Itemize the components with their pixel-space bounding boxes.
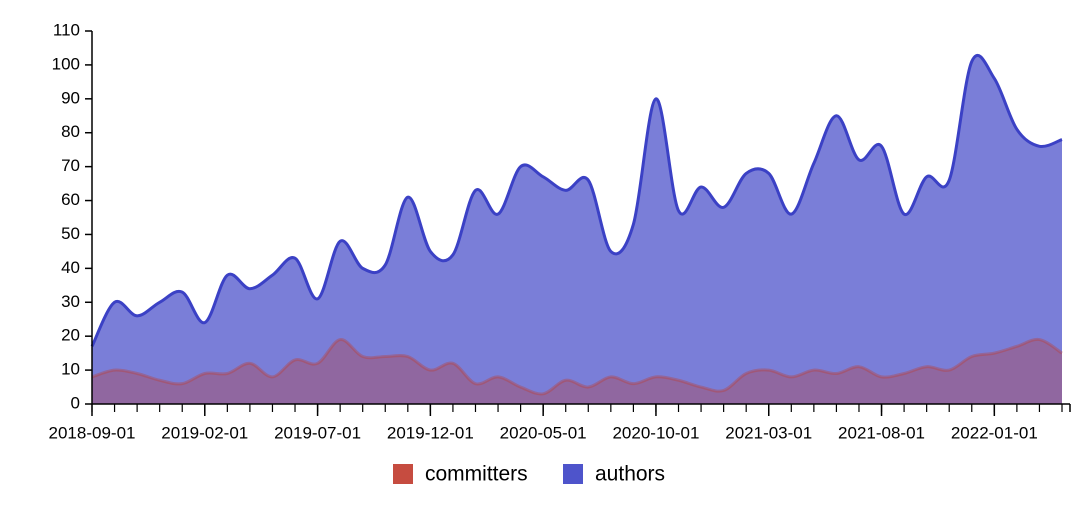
x-tick-label: 2020-10-01 — [612, 423, 699, 442]
y-tick-label: 110 — [53, 20, 80, 39]
legend-swatch — [563, 464, 583, 484]
legend: committers authors — [393, 463, 665, 486]
area — [92, 55, 1062, 405]
y-tick-label: 70 — [61, 156, 80, 175]
x-tick-label: 2021-03-01 — [725, 423, 812, 442]
x-tick-label: 2019-07-01 — [274, 423, 361, 442]
y-tick-label: 100 — [52, 54, 80, 73]
y-tick-label: 40 — [61, 258, 80, 277]
legend-swatch — [393, 464, 413, 484]
legend-label: committers — [425, 463, 528, 486]
line — [91, 337, 1063, 396]
x-tick-label: 2020-05-01 — [500, 423, 587, 442]
y-tick-label: 90 — [61, 88, 80, 107]
y-tick-label: 10 — [61, 360, 80, 379]
legend-label: authors — [595, 463, 665, 486]
x-tick-label: 2019-12-01 — [387, 423, 474, 442]
x-tick-label: 2019-02-01 — [161, 423, 248, 442]
y-tick-label: 30 — [61, 292, 80, 311]
line — [90, 53, 1063, 348]
y-tick-label: 80 — [61, 122, 80, 141]
y-tick-label: 50 — [61, 224, 80, 243]
x-tick-label: 2022-01-01 — [951, 423, 1038, 442]
y-tick-label: 0 — [71, 393, 80, 412]
axes: 0 10 20 30 40 50 60 70 80 90 100 110 2018-09-01 2019-… — [49, 20, 1071, 442]
area — [92, 339, 1062, 404]
plot-area — [90, 53, 1063, 405]
y-tick-label: 20 — [61, 326, 80, 345]
y-tick-label: 60 — [61, 190, 80, 209]
x-tick-label: 2021-08-01 — [838, 423, 925, 442]
x-tick-label: 2018-09-01 — [49, 423, 136, 442]
